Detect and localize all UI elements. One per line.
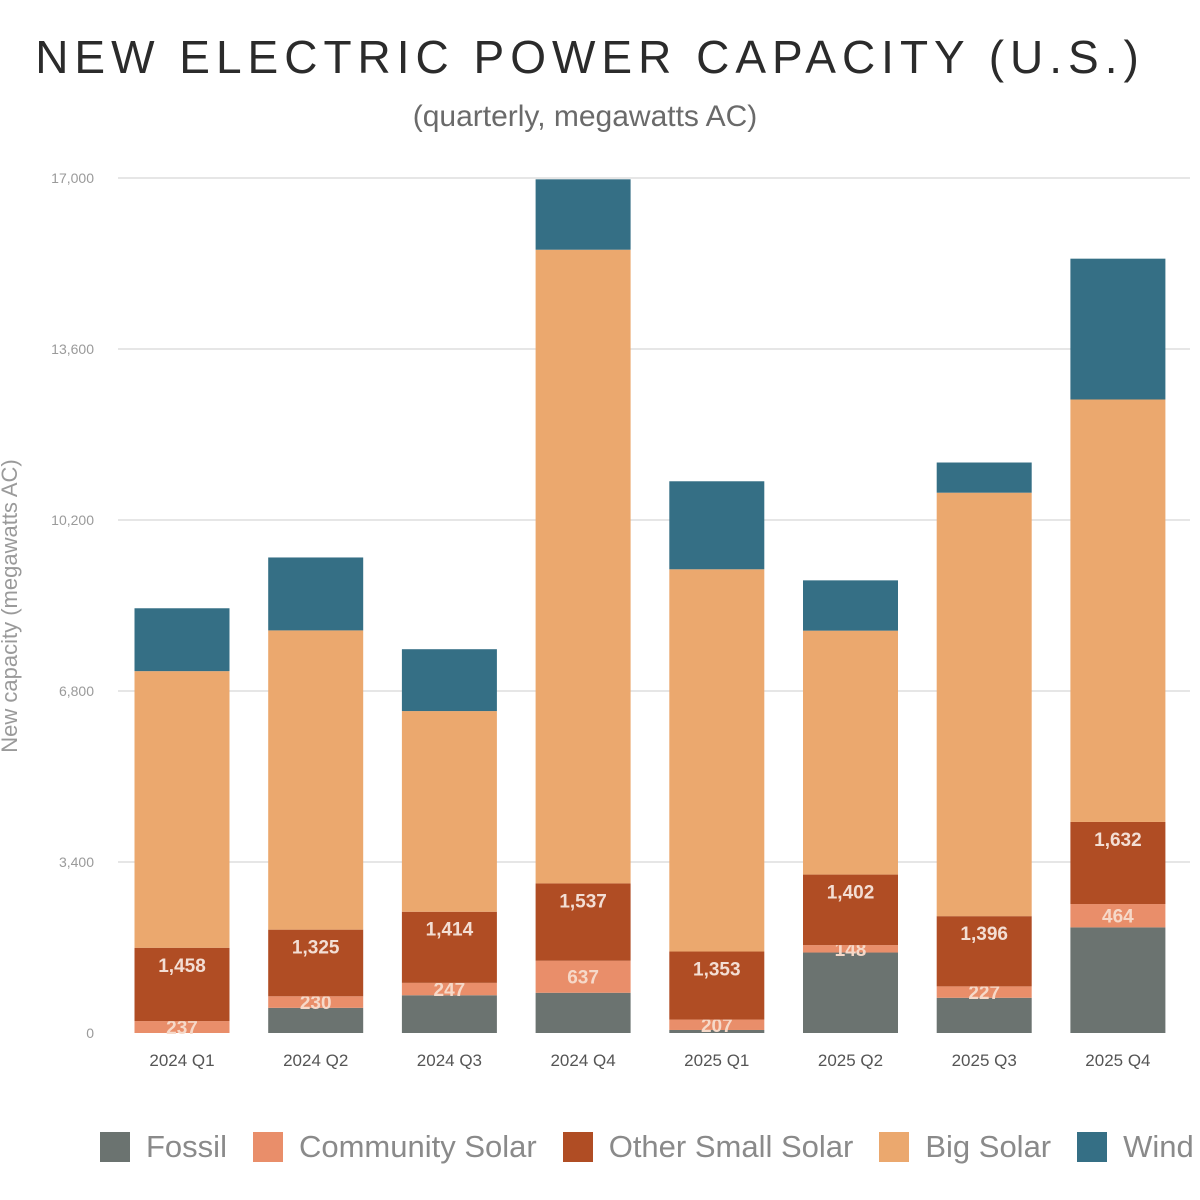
legend-item-other-small-solar: Other Small Solar <box>562 1129 854 1165</box>
bar-segment <box>401 995 497 1033</box>
bar-segment <box>535 992 631 1033</box>
bar-segment <box>134 671 230 948</box>
bar-segment <box>936 986 1032 998</box>
bar-segment <box>669 1029 765 1033</box>
bar-segment <box>134 1021 230 1033</box>
bar-segment <box>1070 927 1166 1033</box>
data-label: 1,353 <box>693 960 741 981</box>
data-label: 1,325 <box>292 938 340 959</box>
bar-segment <box>803 952 898 1033</box>
legend-item-big-solar: Big Solar <box>879 1129 1051 1165</box>
bar-segment <box>268 996 364 1008</box>
y-tick-label: 17,000 <box>51 170 94 186</box>
data-label: 1,537 <box>559 891 607 912</box>
data-label: 247 <box>434 980 466 1001</box>
bar-segment <box>936 492 1032 917</box>
chart-legend: Fossil Community Solar Other Small Solar… <box>100 1125 1200 1169</box>
bar-segment <box>803 630 898 875</box>
legend-swatch-community-solar <box>252 1132 283 1162</box>
stacked-bar-chart: 0 3,400 6,800 10,200 13,600 17,000 New capacit… <box>0 170 1190 1070</box>
legend-item-community-solar: Community Solar <box>252 1129 537 1165</box>
legend-swatch-fossil <box>100 1132 130 1162</box>
data-label: 230 <box>300 993 332 1014</box>
legend-label: Other Small Solar <box>608 1129 854 1164</box>
bar-segment <box>535 179 631 250</box>
bar-segment <box>936 462 1032 493</box>
y-tick-label: 0 <box>86 1025 94 1041</box>
x-tick-label: 2025 Q3 <box>952 1051 1017 1070</box>
bar-segment <box>134 608 230 672</box>
bar-segment <box>936 997 1032 1033</box>
legend-swatch-big-solar <box>879 1132 910 1162</box>
bar-segment <box>268 929 364 997</box>
x-tick-label: 2025 Q1 <box>684 1051 749 1070</box>
bar-segment <box>535 249 631 884</box>
bar-segment <box>803 945 898 953</box>
bar-segment <box>669 569 765 952</box>
legend-item-wind: Wind <box>1077 1129 1194 1165</box>
data-label: 1,632 <box>1094 830 1142 851</box>
bar-segment <box>669 951 765 1020</box>
bar-segment <box>803 874 898 946</box>
bar-segment <box>401 649 497 712</box>
data-label: 1,396 <box>960 924 1008 945</box>
bar-segment <box>1070 258 1166 400</box>
legend-label: Fossil <box>146 1129 227 1164</box>
data-label: 1,402 <box>827 883 875 904</box>
x-tick-label: 2024 Q3 <box>417 1051 482 1070</box>
bar-segment <box>134 947 230 1022</box>
x-tick-label: 2024 Q2 <box>283 1051 348 1070</box>
legend-swatch-wind <box>1077 1132 1108 1162</box>
bar-segment <box>268 1007 364 1033</box>
bar-segment <box>401 911 497 983</box>
bar-segment <box>1070 399 1166 822</box>
legend-swatch-other-small-solar <box>562 1132 593 1162</box>
y-tick-label: 10,200 <box>51 512 94 528</box>
data-label: 1,414 <box>426 920 474 941</box>
bar-segment <box>669 1019 765 1030</box>
bar-segment <box>268 557 364 631</box>
legend-label: Community Solar <box>298 1129 537 1164</box>
bar-segment <box>401 711 497 912</box>
x-tick-label: 2025 Q2 <box>818 1051 883 1070</box>
legend-label: Big Solar <box>925 1129 1052 1164</box>
data-label: 227 <box>968 983 1000 1004</box>
data-label: 637 <box>567 968 599 989</box>
y-axis-label: New capacity (megawatts AC) <box>0 459 22 752</box>
bar-segment <box>1070 821 1166 905</box>
bar-segment <box>268 630 364 930</box>
bar-segment <box>535 883 631 961</box>
x-tick-label: 2024 Q4 <box>550 1051 615 1070</box>
bar-segment <box>669 481 765 570</box>
bar-segment <box>803 580 898 631</box>
y-tick-label: 3,400 <box>59 854 94 870</box>
data-label: 1,458 <box>158 956 206 977</box>
data-label: 207 <box>701 1016 733 1037</box>
data-label: 464 <box>1102 907 1134 928</box>
legend-item-fossil: Fossil <box>100 1129 227 1165</box>
legend-label: Wind <box>1123 1129 1194 1164</box>
x-tick-label: 2025 Q4 <box>1085 1051 1150 1070</box>
data-label: 237 <box>166 1018 198 1039</box>
y-tick-label: 13,600 <box>51 341 94 357</box>
x-tick-label: 2024 Q1 <box>149 1051 214 1070</box>
chart-title: NEW ELECTRIC POWER CAPACITY (U.S.) <box>35 31 1145 83</box>
y-tick-label: 6,800 <box>59 683 94 699</box>
bar-segment <box>401 982 497 996</box>
bar-segment <box>936 916 1032 987</box>
chart-subtitle: (quarterly, megawatts AC) <box>412 100 758 133</box>
bar-segment <box>535 960 631 993</box>
bar-segment <box>1070 904 1166 928</box>
